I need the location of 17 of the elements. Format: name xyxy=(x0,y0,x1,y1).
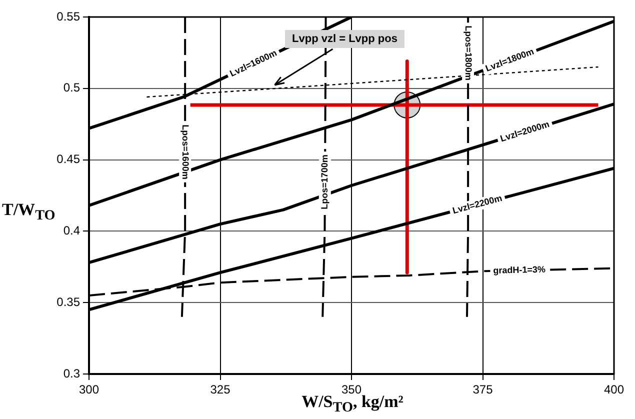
y-tick-label: 0.4 xyxy=(63,224,80,238)
text: Lpos=1800m xyxy=(464,26,474,80)
x-tick-label: 375 xyxy=(472,382,494,397)
y-tick-label: 0.5 xyxy=(63,80,80,95)
y-tick-label: 0.45 xyxy=(56,152,80,166)
y-tick-label: 0.35 xyxy=(56,294,80,309)
annotation: Lvpp vzl = Lvpp pos xyxy=(292,33,398,46)
x-tick-label: 350 xyxy=(341,382,362,397)
x-tick-label: 400 xyxy=(604,382,624,397)
series-label: gradH-1=3% xyxy=(493,264,546,276)
y-tick-label: 0.3 xyxy=(63,366,80,380)
text: Lpos=1600m xyxy=(180,124,191,180)
x-tick-label: 325 xyxy=(210,382,231,397)
y-axis-title: T/W$_{TO}$ xyxy=(2,200,56,224)
x-tick-label: 300 xyxy=(78,382,100,397)
text: Lpos=1700m xyxy=(319,154,330,210)
y-tick-label: 0.55 xyxy=(56,9,80,24)
